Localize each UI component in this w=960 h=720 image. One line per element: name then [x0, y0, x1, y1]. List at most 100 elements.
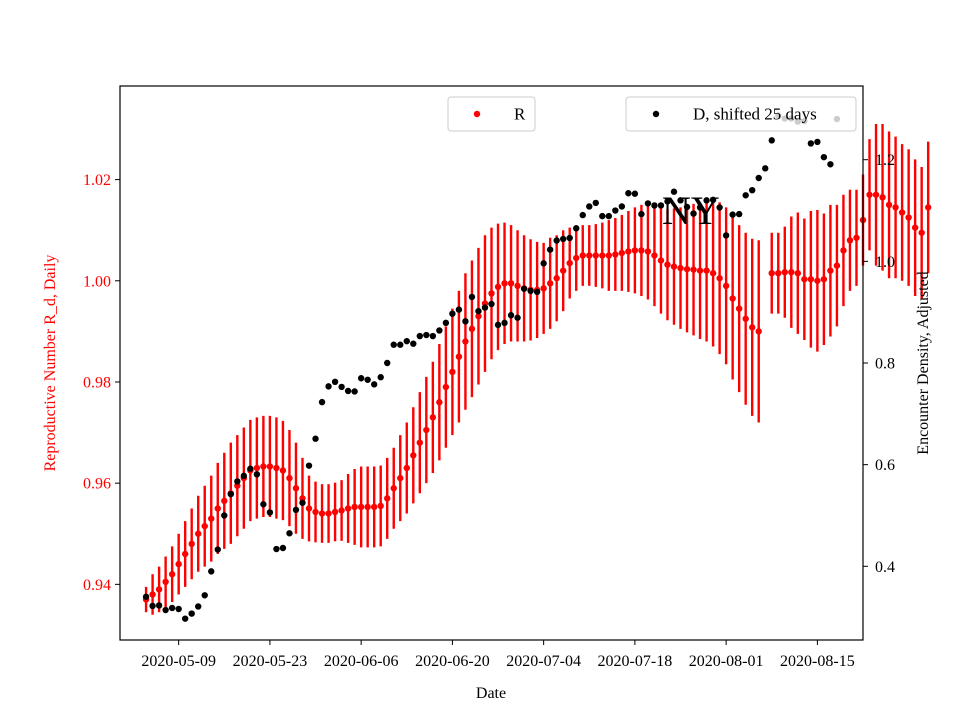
r-point: [670, 263, 678, 270]
r-point: [403, 464, 410, 472]
r-point: [397, 474, 404, 482]
d-point: [696, 204, 704, 211]
d-point: [266, 509, 274, 516]
r-point: [494, 283, 502, 291]
d-point: [397, 341, 404, 348]
d-point: [527, 287, 534, 295]
d-point: [677, 197, 684, 204]
r-point: [299, 495, 306, 502]
d-point: [618, 203, 626, 210]
r-point: [781, 268, 788, 276]
d-point: [592, 199, 599, 207]
legend-r-label: R: [514, 105, 526, 124]
y-left-tick-label: 1.00: [83, 273, 111, 290]
d-point: [423, 331, 430, 339]
r-point: [488, 290, 495, 297]
r-point: [377, 502, 384, 510]
r-point: [905, 214, 912, 221]
r-point: [507, 280, 515, 287]
r-point: [657, 257, 665, 264]
d-point: [664, 198, 671, 205]
d-point: [768, 137, 775, 144]
r-point: [390, 485, 397, 492]
d-point: [820, 153, 828, 161]
d-point: [703, 197, 710, 204]
r-point: [351, 503, 358, 511]
d-point: [735, 210, 743, 218]
r-point: [742, 315, 749, 322]
y-axis-right: 0.4 0.6 0.8 1.0 1.2: [863, 152, 895, 576]
r-point: [840, 247, 847, 254]
d-point: [566, 234, 573, 242]
x-tick-label: 2020-08-15: [780, 653, 855, 670]
d-point: [338, 383, 345, 391]
r-point: [735, 305, 743, 312]
r-point: [775, 269, 782, 277]
r-point: [553, 275, 560, 282]
d-point: [344, 387, 352, 395]
y-right-tick-label: 0.8: [875, 356, 895, 373]
x-tick-label: 2020-07-04: [506, 653, 581, 670]
y-axis-left: 0.94 0.96 0.98 1.00 1.02: [83, 172, 120, 594]
r-point: [755, 328, 762, 335]
d-point: [651, 202, 658, 209]
d-point: [221, 512, 228, 519]
d-point: [573, 225, 580, 232]
d-point: [520, 285, 528, 292]
d-point: [253, 471, 261, 478]
y-right-tick-label: 0.6: [875, 457, 895, 474]
d-point: [690, 210, 697, 217]
y-left-tick-label: 0.94: [83, 577, 111, 594]
r-point: [885, 201, 893, 209]
d-point: [657, 202, 665, 209]
r-point: [188, 540, 195, 548]
r-point: [696, 267, 704, 274]
d-point: [214, 546, 221, 553]
d-point: [449, 310, 456, 317]
d-point: [370, 381, 378, 388]
d-point: [195, 603, 202, 610]
d-point: [553, 237, 560, 244]
d-point: [468, 293, 476, 301]
r-point: [631, 247, 639, 254]
d-point: [507, 312, 515, 319]
r-point: [455, 353, 463, 360]
r-point: [586, 252, 593, 259]
d-point: [827, 161, 834, 168]
r-point: [155, 586, 163, 593]
d-point: [722, 232, 730, 239]
r-point: [208, 515, 215, 522]
d-point: [546, 246, 554, 253]
r-point: [260, 463, 267, 470]
r-point: [651, 252, 658, 259]
d-point: [162, 606, 169, 614]
d-point: [494, 321, 502, 329]
r-point: [416, 439, 424, 446]
r-point: [370, 503, 378, 511]
d-point: [384, 359, 391, 367]
r-point: [618, 249, 626, 257]
d-point: [481, 304, 489, 311]
r-point: [709, 269, 717, 277]
r-point: [279, 467, 287, 474]
r-point: [716, 275, 723, 282]
r-point: [683, 265, 691, 273]
r-point: [305, 505, 313, 512]
y-left-tick-label: 0.96: [83, 476, 111, 493]
legend-d-label: D, shifted 25 days: [693, 105, 817, 124]
r-point: [312, 508, 319, 516]
r-point: [690, 266, 697, 273]
chart-annotation: NY: [662, 188, 720, 233]
d-point: [533, 288, 541, 296]
r-point: [592, 252, 599, 259]
d-point: [599, 212, 606, 220]
r-point: [918, 229, 925, 236]
r-point: [898, 209, 906, 216]
r-point: [546, 280, 554, 287]
y-axis-right-label: Encounter Density, Adjusted: [915, 271, 932, 454]
d-point: [625, 190, 632, 197]
r-point: [559, 267, 567, 274]
legend-d-box: [625, 96, 857, 132]
r-point: [195, 530, 202, 537]
x-axis: 2020-05-09 2020-05-23 2020-06-06 2020-06-20…: [141, 640, 855, 670]
